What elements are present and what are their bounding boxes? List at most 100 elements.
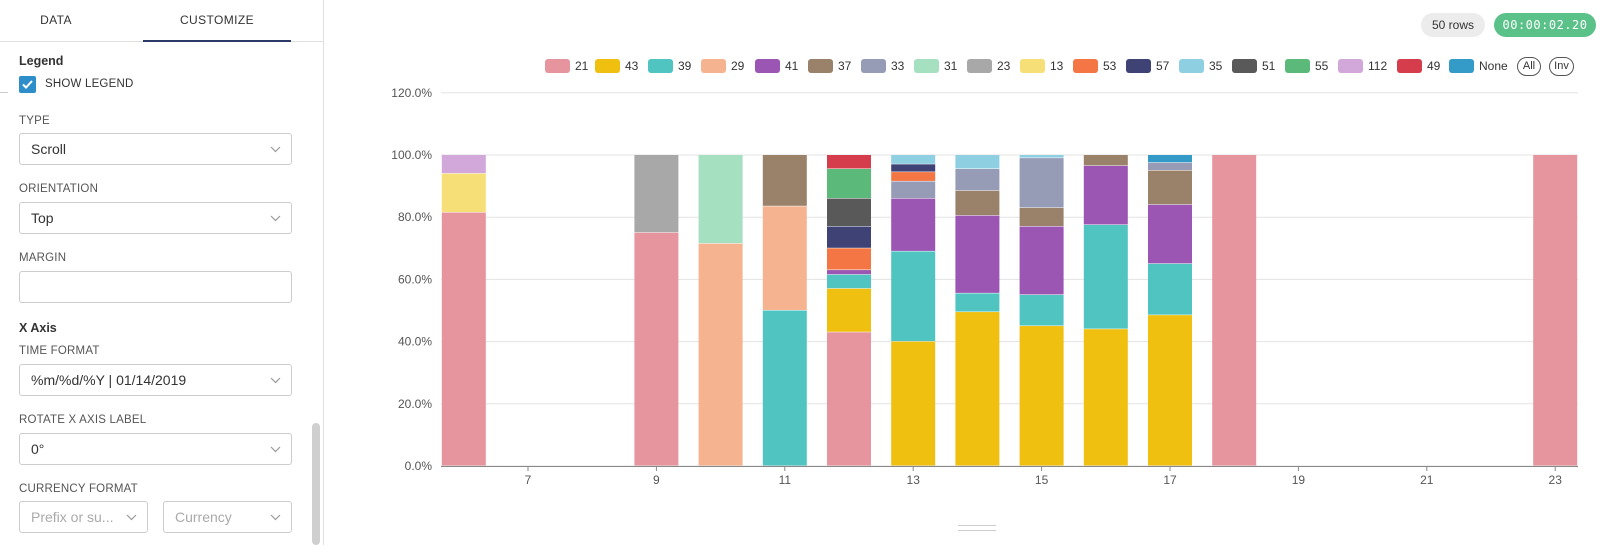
margin-input[interactable] — [19, 271, 292, 303]
legend-label: 51 — [1262, 59, 1276, 73]
legend-label: 57 — [1156, 59, 1170, 73]
legend-swatch — [914, 58, 939, 73]
legend-swatch — [1126, 58, 1151, 73]
bar-segment-37 — [762, 155, 807, 206]
chevron-down-icon — [270, 146, 281, 153]
bar-segment-21 — [441, 212, 486, 466]
legend-item-55[interactable]: 55 — [1285, 57, 1328, 75]
check-icon — [22, 80, 33, 89]
bar-segment-35 — [891, 155, 936, 164]
legend-item-112[interactable]: 112 — [1338, 57, 1387, 75]
chevron-down-icon — [126, 514, 137, 521]
orientation-label: ORIENTATION — [19, 183, 99, 195]
legend-swatch — [808, 58, 833, 73]
legend-label: 53 — [1103, 59, 1117, 73]
currency-prefix-select[interactable]: Prefix or su... — [19, 501, 148, 533]
legend-section-title: Legend — [19, 54, 64, 68]
bar-segment-57 — [891, 164, 936, 172]
chevron-down-icon — [270, 377, 281, 384]
x-tick-label: 17 — [1163, 473, 1177, 487]
legend-swatch — [1073, 58, 1098, 73]
legend-swatch — [1449, 58, 1474, 73]
legend-item-37[interactable]: 37 — [808, 57, 851, 75]
bar-segment-43 — [891, 341, 936, 466]
chevron-down-icon — [270, 514, 281, 521]
type-select[interactable]: Scroll — [19, 133, 292, 165]
legend-invert-button[interactable]: Inv — [1549, 57, 1574, 76]
legend-item-33[interactable]: 33 — [861, 57, 904, 75]
legend-label: 55 — [1315, 59, 1329, 73]
row-count-badge: 50 rows — [1421, 13, 1485, 37]
control-panel: DATA CUSTOMIZE Legend SHOW LEGEND TYPE S… — [0, 0, 324, 545]
bar-segment-23 — [634, 155, 679, 233]
divider — [0, 92, 8, 93]
legend-item-13[interactable]: 13 — [1020, 57, 1063, 75]
legend-item-23[interactable]: 23 — [967, 57, 1010, 75]
legend-swatch — [595, 58, 620, 73]
rotate-select[interactable]: 0° — [19, 433, 292, 465]
y-tick-label: 100.0% — [391, 148, 432, 162]
legend-item-21[interactable]: 21 — [545, 57, 588, 75]
legend-swatch — [1232, 58, 1257, 73]
legend-item-29[interactable]: 29 — [701, 57, 744, 75]
bar-segment-112 — [441, 155, 486, 174]
legend-item-57[interactable]: 57 — [1126, 57, 1169, 75]
y-tick-label: 20.0% — [398, 397, 432, 411]
bar-segment-33 — [955, 168, 1000, 191]
bar-segment-39 — [827, 274, 871, 289]
time-format-value: %m/%d/%Y | 01/14/2019 — [31, 372, 187, 388]
legend-item-49[interactable]: 49 — [1397, 57, 1440, 75]
legend-label: 39 — [678, 59, 692, 73]
currency-select[interactable]: Currency — [163, 501, 292, 533]
bar-segment-43 — [1083, 329, 1128, 466]
legend-label: 35 — [1209, 59, 1223, 73]
bar-segment-41 — [891, 198, 936, 251]
legend-item-35[interactable]: 35 — [1179, 57, 1222, 75]
currency-label: CURRENCY FORMAT — [19, 483, 138, 495]
legend-label: 43 — [625, 59, 639, 73]
orientation-select[interactable]: Top — [19, 202, 292, 234]
y-tick-label: 40.0% — [398, 335, 432, 349]
bar-segment-39 — [891, 251, 936, 342]
legend-label: 31 — [944, 59, 958, 73]
panel-scrollbar[interactable] — [312, 423, 320, 545]
bar-segment-39 — [1083, 224, 1128, 329]
legend-item-none[interactable]: None — [1449, 57, 1508, 75]
legend-item-31[interactable]: 31 — [914, 57, 957, 75]
legend-swatch — [861, 58, 886, 73]
type-label: TYPE — [19, 115, 50, 127]
legend-item-41[interactable]: 41 — [755, 57, 798, 75]
x-tick-label: 9 — [653, 473, 660, 487]
bar-segment-33 — [1148, 162, 1192, 171]
x-tick-label: 15 — [1035, 473, 1049, 487]
time-format-select[interactable]: %m/%d/%Y | 01/14/2019 — [19, 364, 292, 396]
legend-item-43[interactable]: 43 — [595, 57, 638, 75]
resize-handle[interactable] — [958, 525, 996, 531]
xaxis-section-title: X Axis — [19, 321, 57, 335]
x-tick-label: 23 — [1549, 473, 1563, 487]
bar-segment-43 — [827, 288, 871, 332]
bar-segment-51 — [827, 198, 871, 227]
tab-customize[interactable]: CUSTOMIZE — [143, 0, 291, 42]
x-tick-label: 7 — [525, 473, 532, 487]
legend-item-53[interactable]: 53 — [1073, 57, 1116, 75]
show-legend-checkbox[interactable] — [19, 76, 36, 93]
legend-swatch — [701, 58, 726, 73]
legend-item-39[interactable]: 39 — [648, 57, 691, 75]
legend-label: None — [1479, 59, 1508, 73]
legend-label: 23 — [997, 59, 1011, 73]
bar-segment-49 — [827, 155, 871, 169]
legend-select-all-button[interactable]: All — [1517, 57, 1541, 76]
y-tick-label: 80.0% — [398, 210, 432, 224]
legend-item-51[interactable]: 51 — [1232, 57, 1275, 75]
legend-swatch — [1179, 58, 1204, 73]
legend-swatch — [1020, 58, 1045, 73]
bar-segment-29 — [762, 206, 807, 310]
tab-data[interactable]: DATA — [40, 13, 72, 27]
bar-segment-35 — [955, 155, 1000, 169]
legend-label: 112 — [1368, 59, 1388, 73]
bar-segment-57 — [827, 226, 871, 248]
time-format-label: TIME FORMAT — [19, 345, 100, 357]
bar-segment-55 — [827, 168, 871, 199]
